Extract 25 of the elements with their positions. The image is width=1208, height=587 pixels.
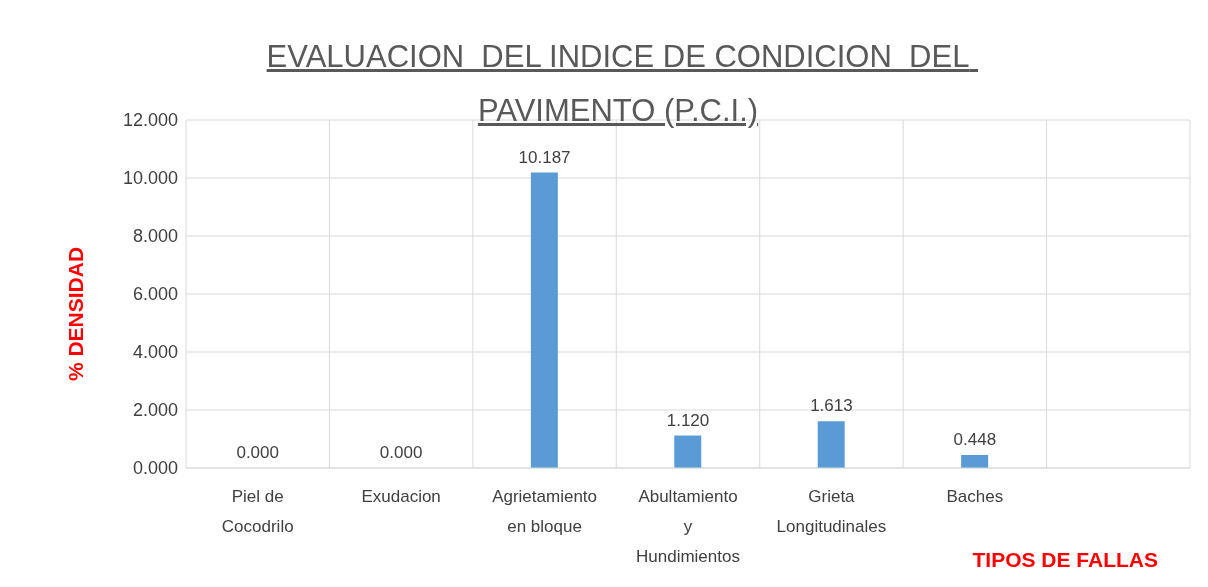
y-tick-label: 12.000 [122,110,178,131]
data-label: 10.187 [518,147,571,167]
data-label: 0.000 [379,443,423,462]
x-tick-label: Baches [946,487,1004,506]
bar [530,172,558,468]
y-axis-title: % DENSIDAD [64,246,88,382]
x-tick-label: Grieta Longitudinales [776,487,887,536]
x-axis-title: TIPOS DE FALLAS [972,548,1158,572]
y-tick-label: 10.000 [122,168,178,189]
y-tick-label: 4.000 [132,342,178,363]
data-label: 0.448 [953,430,997,450]
data-label: 1.120 [666,410,710,430]
y-tick-label: 6.000 [132,284,178,305]
bar [817,421,845,468]
bar [674,435,702,468]
data-label: 0.000 [236,443,279,462]
y-tick-label: 2.000 [132,400,178,421]
x-tick-label: Piel de Cocodrilo [221,487,294,536]
x-tick-label: Exudacion [361,487,441,506]
y-tick-label: 0.000 [132,458,178,479]
bar [961,455,989,468]
x-tick-label: Abultamiento y Hundimientos [636,487,740,566]
data-label: 1.613 [810,396,853,416]
x-tick-label: Agrietamiento en bloque [492,487,598,536]
y-tick-label: 8.000 [132,226,178,247]
